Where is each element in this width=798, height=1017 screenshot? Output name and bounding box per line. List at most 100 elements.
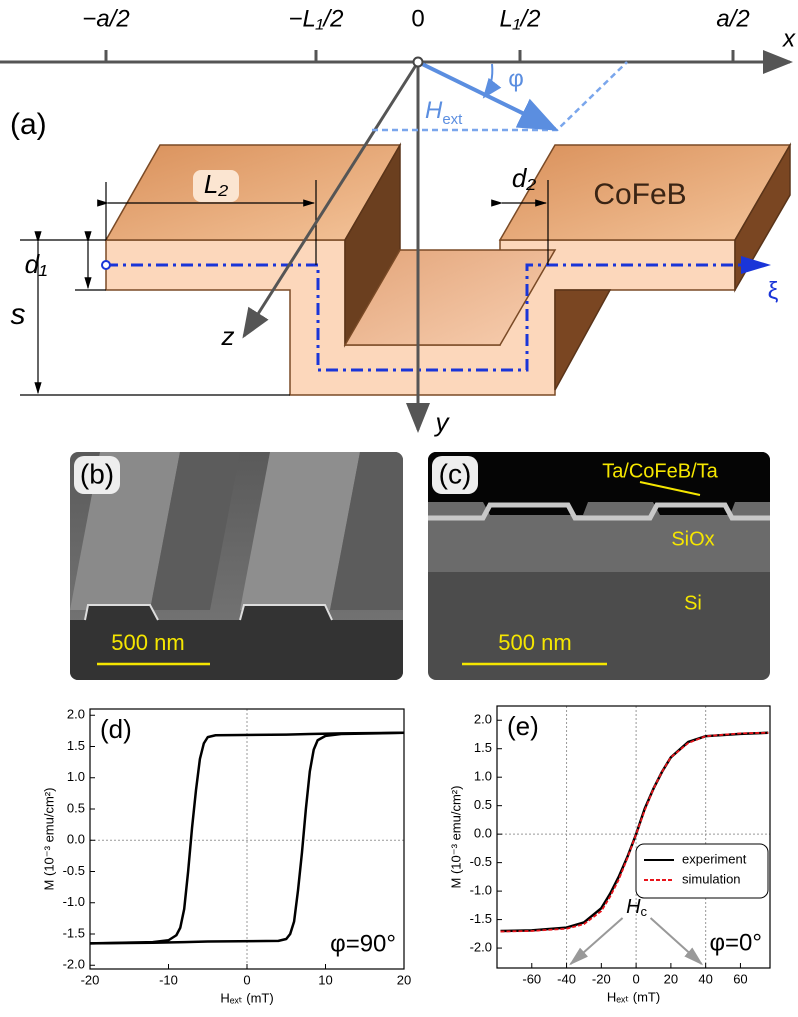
path-coordinate — [106, 256, 771, 372]
x-axis-ticks — [104, 50, 735, 62]
y-tick-label: -0.5 — [63, 863, 85, 878]
angle-arc — [482, 63, 502, 99]
material-label: CoFeB — [593, 178, 686, 211]
x-tick-label: 20 — [397, 972, 411, 987]
plot-frame — [496, 705, 771, 969]
y-tick-label: 1.5 — [474, 740, 492, 755]
axis-label: y — [434, 407, 451, 437]
y-tick-label: 1.0 — [67, 769, 85, 784]
plot-frame — [89, 708, 405, 970]
dimension-label: L₂ — [204, 169, 228, 199]
sem-stripe — [330, 452, 403, 610]
x-tick-label: 0 — [243, 972, 250, 987]
layer-label: Ta/CoFeB/Ta — [602, 460, 718, 482]
y-tick-label: -1.0 — [63, 894, 85, 909]
x-tick-label: 40 — [698, 971, 712, 986]
z-axis — [242, 61, 420, 339]
hc-main: H — [626, 896, 641, 918]
origin — [412, 56, 424, 68]
legend-box — [635, 843, 769, 899]
x-tick-label: 0 — [411, 5, 424, 32]
x-tick-labels: −a/2 −L₁/2 0 L₁/2 a/2 — [82, 5, 749, 32]
y-tick-label: -1.5 — [63, 925, 85, 940]
panel-label: (c) — [439, 458, 472, 489]
dimension-lines — [20, 180, 549, 396]
annotation: φ=0° — [709, 929, 762, 956]
panel-label: (e) — [507, 711, 539, 741]
series-line — [500, 731, 769, 933]
x-tick-label: -10 — [159, 972, 178, 987]
y-tick-label: -0.5 — [470, 854, 492, 869]
y-tick-label: -1.0 — [470, 883, 492, 898]
y-tick-label: 0.5 — [474, 797, 492, 812]
angle-label: φ — [508, 65, 524, 92]
hc-arrow — [569, 917, 624, 966]
y-tick-label: 0.5 — [67, 800, 85, 815]
y-tick-label: -2.0 — [63, 957, 85, 972]
legend-label: experiment — [682, 851, 747, 866]
panel-b — [70, 452, 403, 680]
panel-c — [428, 452, 770, 680]
panel-label: (a) — [10, 108, 47, 141]
x-tick-label: 10 — [318, 972, 332, 987]
x-tick-label: −L₁/2 — [289, 5, 344, 32]
sem-edges — [84, 604, 333, 621]
label-box — [74, 456, 120, 494]
scale-label: 500 nm — [111, 630, 184, 655]
field-sub: ext — [442, 111, 463, 128]
annotation: φ=90° — [330, 930, 396, 957]
y-axis-label: M (10⁻³ emu/cm²) — [448, 786, 463, 889]
series-line — [500, 731, 769, 933]
panel-label: (b) — [80, 458, 114, 489]
x-tick-label: -40 — [557, 971, 576, 986]
scale-label: 500 nm — [498, 630, 571, 655]
chart: -20 -10 0 10 20 2.0 1.5 1.0 0.5 0.0 -0.5 -1.0 -1.5 -2… — [41, 707, 411, 1006]
layer-arrow — [639, 481, 701, 496]
x-tick-label: 0 — [632, 971, 639, 986]
right-side-face — [734, 142, 791, 293]
y-tick-label: -2.0 — [470, 940, 492, 955]
axis-label: ξ — [768, 277, 779, 304]
y-tick-label: 0.0 — [67, 832, 85, 847]
origin-marker — [101, 260, 111, 270]
y-tick-label: 1.0 — [474, 769, 492, 784]
dimension-label: s — [11, 298, 26, 331]
x-tick-label: L₁/2 — [500, 5, 541, 32]
y-tick-label: 2.0 — [474, 712, 492, 727]
axis-label: z — [221, 321, 235, 351]
x-tick-label: -20 — [81, 972, 100, 987]
y-tick-label: 0.0 — [474, 826, 492, 841]
x-tick-label: 20 — [664, 971, 678, 986]
field-label: Hext — [425, 97, 463, 128]
legend-label: simulation — [682, 871, 741, 886]
hc-label: Hc — [626, 896, 647, 919]
dimension-label: d₂ — [512, 163, 536, 193]
x-tick-label: -20 — [592, 971, 611, 986]
panel-label: (d) — [100, 714, 132, 744]
field-main: H — [425, 97, 443, 124]
panel-a: −a/2 −L₁/2 0 L₁/2 a/2 x y z ξ Hext φ (a)… — [0, 5, 796, 437]
film-layer — [428, 502, 770, 521]
vacuum — [428, 452, 770, 515]
y-tick-label: 2.0 — [67, 707, 85, 722]
series-line — [89, 731, 405, 945]
x-tick-label: 60 — [733, 971, 747, 986]
x-axis-label: Hₑₓₜ (mT) — [607, 989, 660, 1004]
axis-label: x — [782, 25, 796, 52]
x-tick-label: −a/2 — [82, 5, 129, 32]
under-face — [554, 289, 612, 391]
x-axis-label: Hₑₓₜ (mT) — [220, 990, 273, 1005]
label-box — [193, 170, 239, 202]
series-line — [89, 731, 405, 945]
sem-stripe — [150, 452, 240, 610]
oxide-label: SiOx — [671, 528, 714, 550]
sem-cross-section — [70, 605, 403, 680]
hc-arrow — [649, 917, 704, 966]
trench-floor — [343, 249, 557, 346]
y-tick-label: 1.5 — [67, 738, 85, 753]
y-tick-label: -1.5 — [470, 911, 492, 926]
dimension-label: d₁ — [25, 249, 48, 279]
y-axis-label: M (10⁻³ emu/cm²) — [41, 788, 56, 891]
label-box — [432, 456, 478, 494]
